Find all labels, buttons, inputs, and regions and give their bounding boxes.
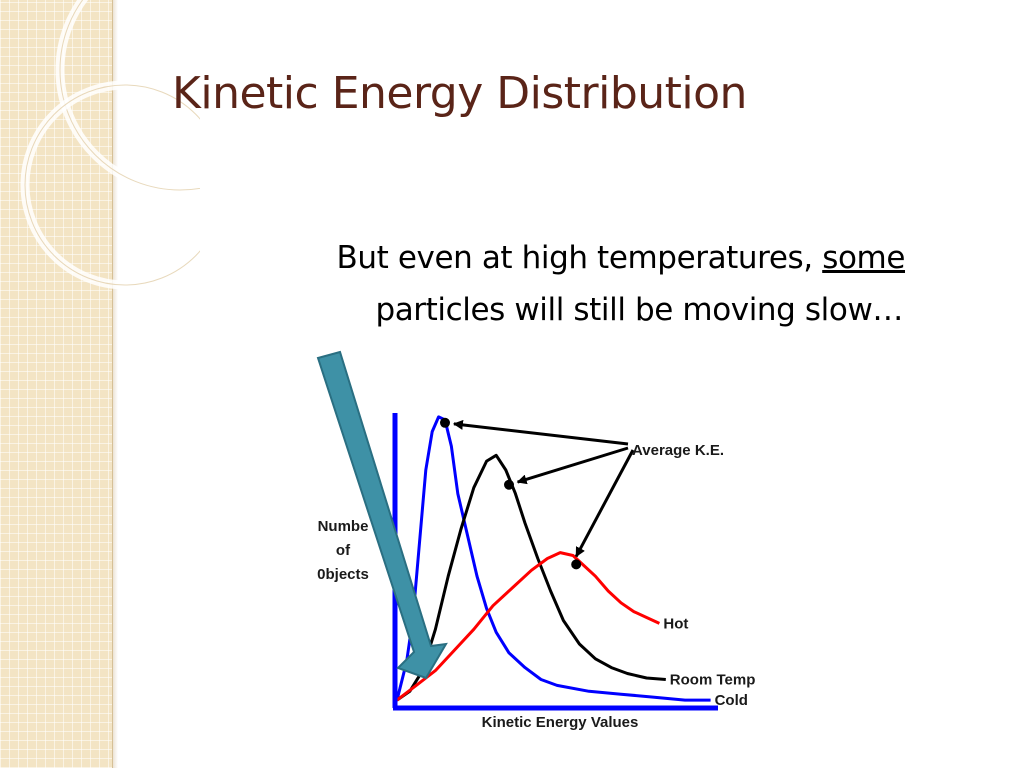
average-pointer-hot: [574, 449, 635, 558]
arrow-shape: [316, 350, 448, 680]
decorative-rings: [20, 0, 200, 290]
chart-curves: [395, 415, 711, 702]
series-label-hot: Hot: [663, 615, 688, 632]
slide-title: Kinetic Energy Distribution: [172, 68, 747, 119]
average-point-cold: [440, 417, 450, 428]
slow-particles-arrow: [316, 350, 448, 680]
average-pointer-cold: [452, 419, 629, 446]
body-line-2: particles will still be moving slow…: [375, 292, 903, 328]
average-point-hot: [571, 559, 582, 570]
y-axis-label: Numbe of 0bjects: [317, 518, 369, 583]
series-labels: Cold Room Temp Hot: [663, 615, 755, 709]
series-line-hot: [396, 551, 661, 702]
slide-body-text: But even at high temperatures, some part…: [200, 232, 935, 336]
body-emphasis-word: some: [822, 240, 905, 276]
body-line-1-prefix: But even at high temperatures,: [336, 240, 814, 276]
body-line-1: But even at high temperatures, some: [200, 232, 935, 284]
y-axis-label-line-2: of: [336, 542, 351, 559]
series-label-cold: Cold: [715, 692, 748, 709]
y-axis-label-line-3: 0bjects: [317, 566, 369, 583]
series-label-room-temp: Room Temp: [670, 671, 756, 688]
average-markers: [440, 417, 635, 570]
series-line-cold: [395, 415, 711, 702]
x-axis-label: Kinetic Energy Values: [482, 714, 639, 731]
decorative-ring-1-edge: [59, 0, 200, 191]
y-axis-label-line-1: Numbe: [318, 518, 369, 535]
average-point-room-temp: [504, 479, 514, 490]
decorative-ring-2-edge: [24, 84, 200, 286]
decorative-sidebar-shadow: [112, 0, 118, 768]
average-pointer-room-temp: [516, 446, 629, 485]
average-ke-annotation: Average K.E.: [632, 442, 724, 459]
series-line-room-temp: [396, 453, 666, 702]
decorative-sidebar-strip: [0, 0, 113, 768]
